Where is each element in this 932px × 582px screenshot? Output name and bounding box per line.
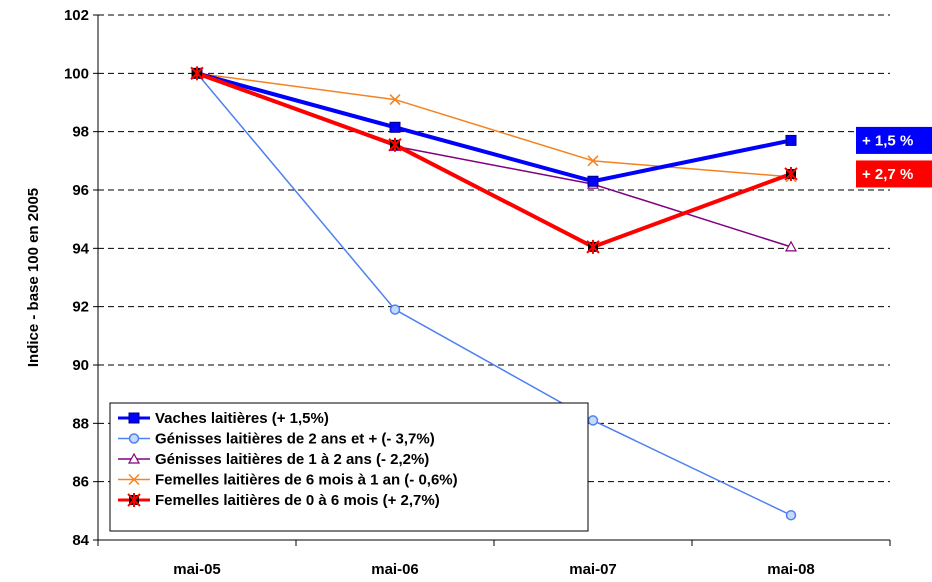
y-tick-label: 92 (72, 299, 89, 316)
y-tick-label: 94 (72, 240, 89, 257)
y-tick-label: 84 (72, 532, 89, 549)
x-tick-label: mai-07 (569, 561, 617, 578)
data-point (784, 166, 798, 181)
legend-swatch-marker (127, 493, 141, 507)
series-0 (191, 67, 797, 187)
annotation-text: + 2,7 % (862, 166, 913, 183)
data-point (785, 509, 797, 521)
x-tick-label: mai-08 (767, 561, 815, 578)
y-tick-label: 88 (72, 415, 89, 432)
data-point (587, 415, 599, 426)
data-point (784, 240, 798, 252)
annotation-text: + 1,5 % (862, 132, 913, 149)
legend-item: Génisses laitières de 1 à 2 ans (- 2,2%) (118, 451, 429, 468)
legend-item: Génisses laitières de 2 ans et + (- 3,7%… (118, 431, 435, 448)
legend-label: Vaches laitières (+ 1,5%) (155, 410, 329, 427)
legend-item: Femelles laitières de 6 mois à 1 an (- 0… (118, 472, 458, 489)
data-point (389, 94, 401, 106)
data-point (388, 137, 402, 152)
series-line (196, 71, 792, 184)
legend-swatch-marker (128, 412, 140, 424)
legend-item: Femelles laitières de 0 à 6 mois (+ 2,7%… (118, 492, 440, 509)
annotation-badge: + 2,7 % (856, 160, 932, 188)
legend-swatch-marker (127, 452, 141, 464)
annotation-badge: + 1,5 % (856, 126, 932, 154)
legend: Vaches laitières (+ 1,5%) Génisses laitiè… (109, 402, 589, 532)
legend-box (109, 402, 589, 532)
data-point (587, 155, 599, 167)
series-line (196, 72, 792, 178)
data-point (389, 304, 401, 315)
y-tick-label: 96 (72, 182, 89, 199)
y-axis-title: Indice - base 100 en 2005 (25, 188, 42, 367)
y-tick-label: 102 (64, 7, 89, 24)
legend-label: Génisses laitières de 2 ans et + (- 3,7%… (155, 431, 435, 448)
legend-swatch-marker (128, 473, 140, 486)
y-tick-label: 86 (72, 474, 89, 491)
y-tick-label: 100 (64, 65, 89, 82)
y-tick-label: 90 (72, 357, 89, 374)
series-4 (190, 66, 798, 254)
data-point (587, 175, 599, 187)
x-tick-label: mai-05 (173, 561, 221, 578)
legend-swatch-marker (128, 433, 140, 444)
legend-item: Vaches laitières (+ 1,5%) (118, 410, 329, 427)
data-point (785, 134, 797, 146)
data-point (586, 239, 600, 254)
data-point (190, 66, 204, 81)
legend-label: Génisses laitières de 1 à 2 ans (- 2,2%) (155, 451, 429, 468)
data-point (389, 121, 401, 133)
legend-label: Femelles laitières de 6 mois à 1 an (- 0… (155, 472, 458, 489)
series-line (196, 71, 792, 249)
x-tick-label: mai-06 (371, 561, 419, 578)
series-line (196, 72, 792, 516)
y-tick-label: 98 (72, 124, 89, 141)
legend-label: Femelles laitières de 0 à 6 mois (+ 2,7%… (155, 492, 440, 509)
